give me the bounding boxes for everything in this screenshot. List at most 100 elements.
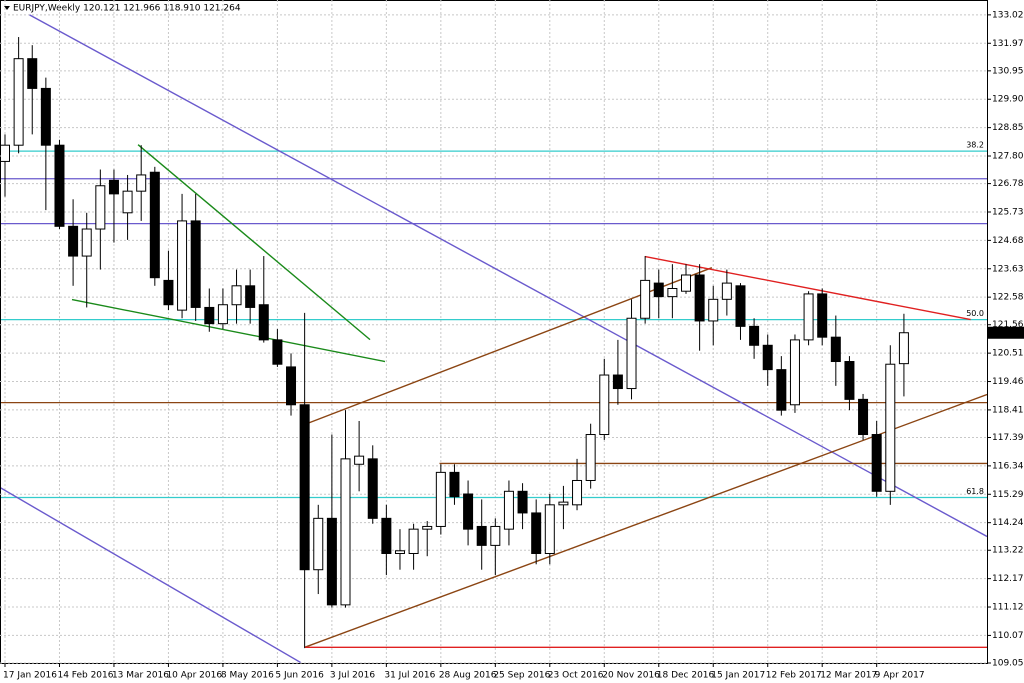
candle-body — [27, 58, 38, 89]
candle-body — [858, 398, 869, 436]
candle-body — [789, 339, 800, 406]
chart-title: EURJPY,Weekly 120.121 121.966 118.910 12… — [13, 4, 241, 14]
y-tick-label: 115.290 — [992, 490, 1024, 500]
candle-body — [326, 517, 337, 606]
x-tick-label: 20 Nov 2016 — [602, 671, 660, 681]
candle-body — [817, 293, 828, 338]
y-tick-label: 110.070 — [992, 631, 1024, 641]
y-tick-label: 116.340 — [992, 461, 1024, 471]
x-tick-label: 14 Feb 2016 — [57, 671, 113, 681]
candle-body — [422, 525, 433, 530]
candle-body — [408, 528, 419, 554]
y-tick-label: 125.730 — [992, 207, 1024, 217]
candle-body — [122, 190, 133, 214]
candle-body — [245, 285, 256, 308]
candle-body — [626, 317, 637, 390]
candle-body — [667, 288, 678, 298]
trend-line — [71, 298, 386, 363]
candle-body — [490, 525, 501, 546]
y-tick-label: 119.460 — [992, 377, 1024, 387]
y-tick-label: 117.390 — [992, 433, 1024, 443]
candle-body — [149, 171, 160, 279]
candle-body — [394, 550, 405, 554]
candle-body — [694, 274, 705, 322]
candle-body — [721, 282, 732, 300]
x-tick-label: 18 Dec 2016 — [657, 671, 715, 681]
y-tick-label: 109.050 — [992, 659, 1024, 669]
candle-body — [354, 455, 365, 465]
x-tick-label: 23 Oct 2016 — [548, 671, 604, 681]
y-tick-label: 128.850 — [992, 123, 1024, 133]
x-tick-label: 28 Aug 2016 — [439, 671, 497, 681]
candle-body — [572, 479, 583, 506]
candle-body — [640, 279, 651, 319]
fib-label: 61.8 — [966, 487, 984, 496]
candle-body — [735, 285, 746, 327]
candle-body — [163, 279, 174, 306]
x-tick-label: 31 Jul 2016 — [384, 671, 435, 681]
candle-body — [54, 144, 65, 227]
candle-body — [612, 374, 623, 390]
candle-body — [217, 304, 228, 325]
candle-body — [503, 490, 514, 530]
candle-body — [258, 304, 269, 341]
candle-body — [381, 517, 392, 554]
candle-body — [885, 363, 896, 492]
candle-body — [81, 228, 92, 257]
x-tick-label: 12 Feb 2017 — [766, 671, 822, 681]
candle-body — [40, 87, 51, 146]
y-tick-label: 124.680 — [992, 236, 1024, 246]
candle-body — [13, 58, 24, 146]
candle-body — [599, 374, 610, 436]
y-tick-label: 123.630 — [992, 264, 1024, 274]
candle-body — [177, 220, 188, 311]
y-tick-label: 120.510 — [992, 349, 1024, 359]
y-tick-label: 121.560 — [992, 320, 1024, 330]
x-tick-label: 17 Jan 2016 — [3, 671, 57, 681]
trend-line — [1, 487, 301, 663]
y-tick-label: 126.780 — [992, 179, 1024, 189]
candle-body — [531, 512, 542, 554]
x-tick-label: 3 Jul 2016 — [330, 671, 375, 681]
candle-body — [108, 179, 119, 195]
candle-body — [435, 471, 446, 527]
y-tick-label: 131.970 — [992, 39, 1024, 49]
candle-body — [463, 493, 474, 530]
y-tick-label: 111.120 — [992, 603, 1024, 613]
candle-body — [449, 471, 460, 498]
x-tick-label: 25 Sep 2016 — [493, 671, 550, 681]
candle-body — [585, 434, 596, 481]
candle-body — [776, 369, 787, 411]
fib-label: 50.0 — [966, 309, 984, 318]
x-tick-label: 13 Mar 2016 — [112, 671, 169, 681]
candle-body — [1, 144, 10, 162]
x-tick-label: 10 Apr 2016 — [166, 671, 222, 681]
trend-line — [29, 14, 987, 538]
candle-body — [844, 361, 855, 400]
candle-body — [803, 293, 814, 341]
y-tick-label: 114.240 — [992, 518, 1024, 528]
candle-body — [681, 274, 691, 292]
candle-body — [708, 298, 719, 322]
y-tick-label: 130.950 — [992, 66, 1024, 76]
candle-body — [136, 174, 147, 192]
candle-body — [340, 458, 351, 606]
y-tick-label: 129.900 — [992, 95, 1024, 105]
candle-body — [558, 501, 569, 506]
y-tick-label: 133.020 — [992, 10, 1024, 20]
candle-body — [476, 525, 487, 546]
y-tick-label: 127.800 — [992, 152, 1024, 162]
fib-label: 38.2 — [966, 141, 984, 150]
candle-body — [367, 458, 378, 519]
candle-body — [204, 306, 215, 325]
candle-body — [299, 404, 310, 571]
candle-body — [313, 517, 324, 571]
candle-body — [272, 339, 283, 365]
trend-line — [137, 144, 371, 341]
candle-body — [653, 282, 664, 298]
candle-body — [68, 225, 79, 257]
y-tick-label: 113.220 — [992, 546, 1024, 556]
plot-frame — [0, 0, 988, 664]
x-tick-label: 5 Jun 2016 — [275, 671, 324, 681]
